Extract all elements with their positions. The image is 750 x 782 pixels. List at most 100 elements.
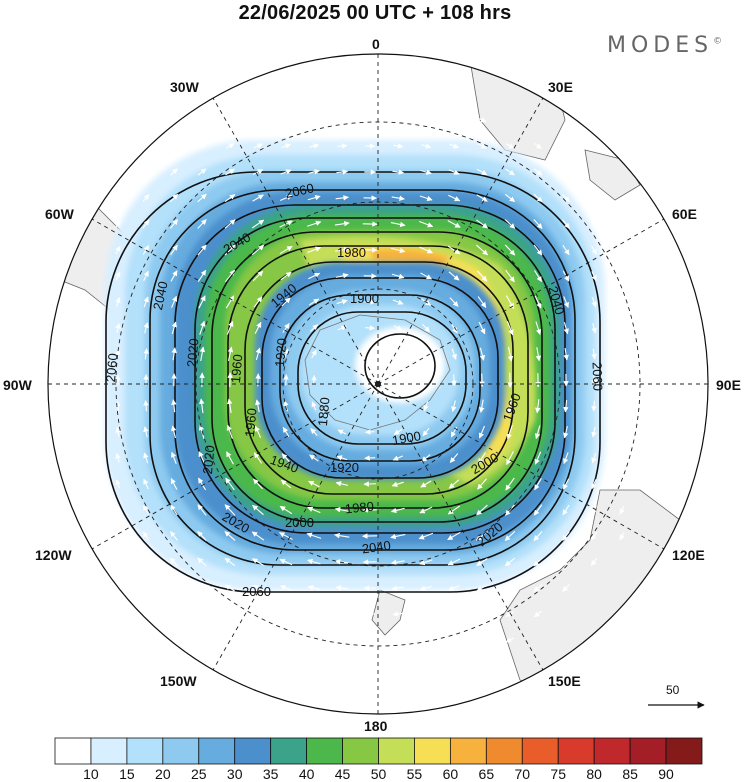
wind-vector <box>225 611 235 617</box>
reference-vector-label: 50 <box>666 683 680 697</box>
contour-label: 2020 <box>200 445 217 475</box>
wind-vector <box>115 505 121 515</box>
contour-1940 <box>244 261 514 495</box>
lon-label-60e: 60E <box>672 206 697 222</box>
wind-vector <box>479 347 486 361</box>
wind-vector <box>115 297 121 307</box>
colorbar-label: 40 <box>299 766 315 782</box>
contour-label: 2040 <box>150 280 171 311</box>
wind-vector <box>115 426 121 437</box>
wind-vector <box>143 296 149 308</box>
colorbar-label: 50 <box>371 766 387 782</box>
meridian-30e <box>377 97 544 385</box>
wind-vector <box>197 143 207 149</box>
wind-vectors <box>115 117 625 643</box>
wind-vector <box>171 399 177 413</box>
wind-vector <box>226 320 234 335</box>
wind-vector <box>423 349 429 359</box>
wind-vector <box>392 169 405 175</box>
wind-vector <box>619 479 625 489</box>
wind-vector <box>197 610 207 618</box>
contour-label: 1980 <box>337 245 366 260</box>
wind-vector <box>448 611 459 617</box>
wind-vector <box>421 637 431 643</box>
wind-vector <box>392 299 404 305</box>
wind-vector <box>422 323 430 333</box>
wind-vector <box>448 271 460 281</box>
wind-vector <box>171 347 177 361</box>
wind-vector <box>449 297 459 307</box>
wind-vector <box>421 143 432 149</box>
wind-vector <box>336 299 348 305</box>
wind-vector <box>282 426 290 437</box>
colorbar-label: 85 <box>622 766 638 782</box>
wind-vector <box>169 193 179 203</box>
wind-vector <box>307 558 321 565</box>
colorbar-label: 15 <box>119 766 135 782</box>
meridian-30w <box>212 97 379 385</box>
wind-vector <box>170 270 178 282</box>
wind-vector <box>533 504 543 516</box>
wind-vector <box>392 455 404 461</box>
wind-vector <box>170 451 177 464</box>
wind-vector <box>619 245 625 255</box>
wind-vector <box>224 531 236 541</box>
wind-vector <box>505 584 515 592</box>
wind-vector <box>504 557 516 567</box>
contour-1880 <box>297 311 467 445</box>
wind-vector <box>197 269 207 283</box>
wind-vector <box>225 168 235 176</box>
wind-vector <box>391 247 406 254</box>
wind-vector <box>562 531 570 541</box>
wind-vector <box>393 117 403 123</box>
wind-vector <box>307 246 322 254</box>
wind-vector <box>591 348 597 360</box>
brand-text: MODES <box>607 33 714 58</box>
contour-label: 2060 <box>590 362 606 391</box>
wind-vector <box>448 479 460 489</box>
wind-vector <box>534 425 541 440</box>
wind-vector <box>279 245 293 255</box>
contour-1980 <box>211 231 543 523</box>
wind-vector <box>619 349 625 359</box>
colorbar-label: 25 <box>191 766 207 782</box>
wind-vector <box>504 193 516 203</box>
wind-vector <box>447 531 461 541</box>
wind-vector <box>143 452 149 464</box>
wind-vector <box>224 244 236 256</box>
colorbar-box <box>521 737 559 765</box>
wind-vector <box>226 398 233 414</box>
meridian-120e <box>377 383 665 550</box>
wind-vector <box>309 454 319 462</box>
wind-vector <box>197 557 207 567</box>
lon-label-120w: 120W <box>35 547 72 563</box>
wind-vector <box>533 610 543 618</box>
contour-2000 <box>194 217 556 534</box>
wind-vector <box>281 117 291 123</box>
wind-vector <box>505 143 515 149</box>
wind-vector <box>225 295 235 309</box>
wind-vector <box>283 374 289 386</box>
wind-vector <box>197 584 207 592</box>
wind-vector <box>337 637 347 643</box>
wind-vector <box>533 193 543 203</box>
wind-vector <box>619 271 625 281</box>
colorbar-box <box>557 737 595 765</box>
wind-vector <box>280 611 291 617</box>
wind-vector <box>449 117 459 123</box>
wind-vector <box>115 323 121 333</box>
wind-vector <box>477 478 487 490</box>
wind-vector <box>478 425 485 439</box>
wind-vector <box>562 557 570 567</box>
wind-vector <box>534 295 542 309</box>
wind-vector <box>171 321 177 335</box>
wind-vector <box>198 451 206 465</box>
wind-vector <box>306 532 322 539</box>
wind-vector <box>115 479 121 489</box>
wind-vector <box>619 401 625 411</box>
colorbar-box <box>126 737 164 765</box>
wind-vector <box>225 637 235 643</box>
wind-vector <box>419 220 434 228</box>
wind-vector <box>451 374 457 387</box>
colorbar-label: 65 <box>479 766 495 782</box>
